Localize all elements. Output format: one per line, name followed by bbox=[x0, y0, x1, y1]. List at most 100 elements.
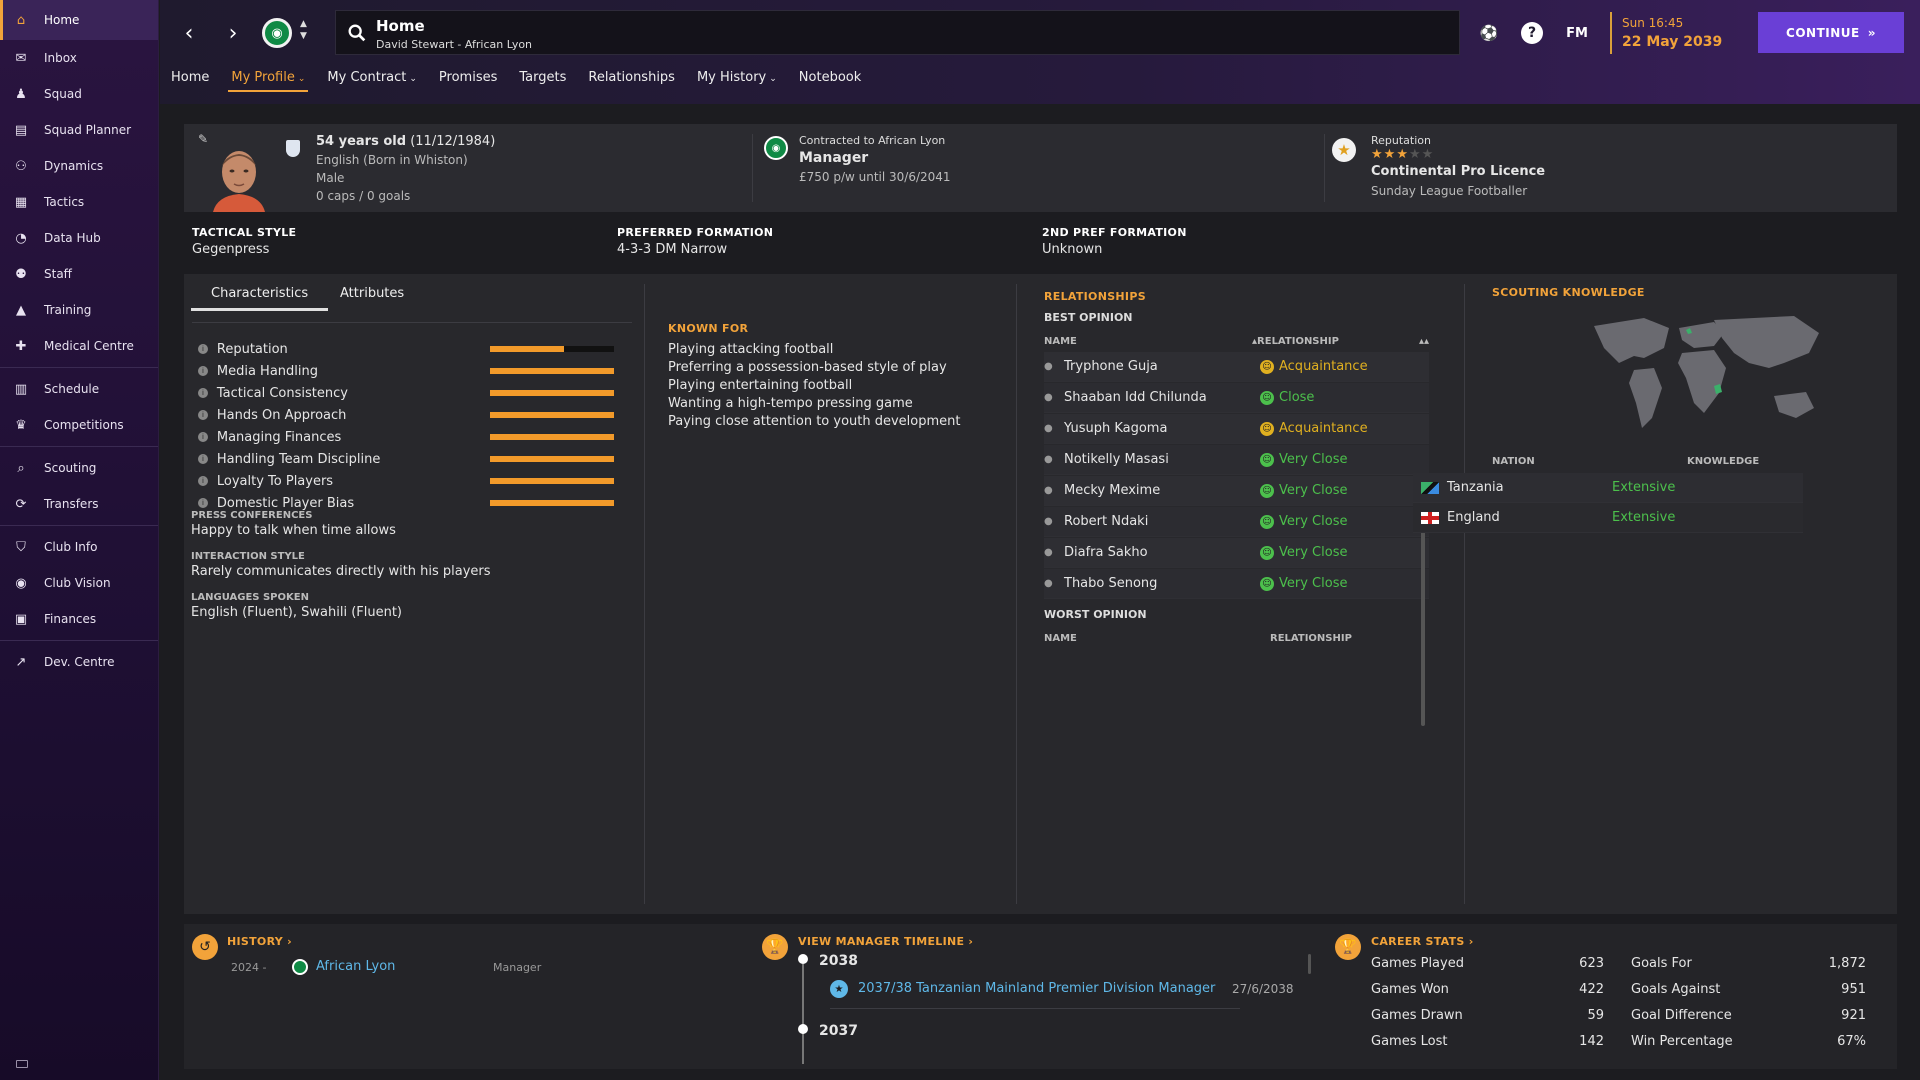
worst-name-column-header[interactable]: NAME bbox=[1044, 633, 1077, 644]
manager-timeline-link[interactable]: VIEW MANAGER TIMELINE › bbox=[798, 935, 974, 948]
relationship-row[interactable]: ● Robert Ndaki ☺ Very Close bbox=[1044, 507, 1429, 537]
relationships-scrollbar[interactable] bbox=[1421, 528, 1425, 726]
characteristic-row[interactable]: i Managing Finances bbox=[184, 426, 614, 448]
person-name[interactable]: Tryphone Guja bbox=[1064, 359, 1158, 374]
page-title: Home bbox=[376, 17, 425, 35]
characteristic-bar bbox=[489, 434, 614, 440]
sidebar-item-finances[interactable]: ▣ Finances bbox=[0, 601, 158, 637]
tab-home[interactable]: Home bbox=[171, 70, 210, 85]
relationship-row[interactable]: ● Diafra Sakho ☺ Very Close bbox=[1044, 538, 1429, 568]
transfers-icon: ⟳ bbox=[15, 496, 27, 512]
sidebar-item-transfers[interactable]: ⟳ Transfers bbox=[0, 486, 158, 522]
sidebar-item-scouting[interactable]: ⌕ Scouting bbox=[0, 450, 158, 486]
career-stat-label: Games Lost bbox=[1371, 1034, 1448, 1049]
person-name[interactable]: Yusuph Kagoma bbox=[1064, 421, 1168, 436]
characteristic-bar bbox=[489, 346, 614, 352]
nation-row[interactable]: Tanzania Extensive bbox=[1413, 473, 1803, 503]
sidebar-item-training[interactable]: ▲ Training bbox=[0, 292, 158, 328]
sidebar-item-inbox[interactable]: ✉ Inbox bbox=[0, 40, 158, 76]
relationship-row[interactable]: ● Mecky Mexime ☺ Very Close bbox=[1044, 476, 1429, 506]
tab-relationships[interactable]: Relationships bbox=[588, 70, 675, 85]
worst-relationship-column-header[interactable]: RELATIONSHIP bbox=[1270, 633, 1352, 644]
history-link[interactable]: HISTORY › bbox=[227, 935, 292, 948]
relationship-row[interactable]: ● Shaaban Idd Chilunda ☺ Close bbox=[1044, 383, 1429, 413]
person-name[interactable]: Notikelly Masasi bbox=[1064, 452, 1169, 467]
person-name[interactable]: Diafra Sakho bbox=[1064, 545, 1148, 560]
tab-my-contract[interactable]: My Contract ⌄ bbox=[327, 70, 417, 85]
search-box[interactable]: Home David Stewart - African Lyon bbox=[335, 10, 1460, 55]
history-club-link[interactable]: African Lyon bbox=[316, 959, 396, 974]
sidebar-item-dynamics[interactable]: ⚇ Dynamics bbox=[0, 148, 158, 184]
person-name[interactable]: Mecky Mexime bbox=[1064, 483, 1161, 498]
career-stat-label: Goals Against bbox=[1631, 982, 1721, 997]
characteristic-row[interactable]: i Media Handling bbox=[184, 360, 614, 382]
sidebar-item-staff[interactable]: ⚉ Staff bbox=[0, 256, 158, 292]
divider bbox=[752, 134, 753, 202]
known-for: KNOWN FOR Playing attacking football Pref… bbox=[668, 322, 961, 431]
nation-row[interactable]: England Extensive bbox=[1413, 503, 1803, 533]
sidebar-item-club-vision[interactable]: ◉ Club Vision bbox=[0, 565, 158, 601]
continue-button[interactable]: CONTINUE» bbox=[1758, 12, 1904, 53]
trophy-icon: 🏆 bbox=[1335, 934, 1361, 960]
tab-notebook[interactable]: Notebook bbox=[798, 70, 862, 85]
sidebar-divider bbox=[0, 640, 158, 641]
help-icon[interactable]: ? bbox=[1521, 22, 1543, 44]
relationship-row[interactable]: ● Thabo Senong ☺ Very Close bbox=[1044, 569, 1429, 599]
back-button[interactable]: ‹ bbox=[184, 20, 194, 46]
world-map[interactable] bbox=[1574, 308, 1834, 438]
career-stats-link[interactable]: CAREER STATS › bbox=[1371, 935, 1474, 948]
characteristic-row[interactable]: i Hands On Approach bbox=[184, 404, 614, 426]
sidebar-item-label: Scouting bbox=[44, 461, 97, 475]
sidebar-item-home[interactable]: ⌂ Home bbox=[0, 0, 158, 40]
sidebar-item-data-hub[interactable]: ◔ Data Hub bbox=[0, 220, 158, 256]
sidebar-item-club-info[interactable]: ⛉ Club Info bbox=[0, 529, 158, 565]
person-name[interactable]: Shaaban Idd Chilunda bbox=[1064, 390, 1207, 405]
sidebar-item-competitions[interactable]: ♛ Competitions bbox=[0, 407, 158, 443]
name-column-header[interactable]: NAME bbox=[1044, 336, 1077, 347]
football-icon[interactable]: ⚽ bbox=[1479, 24, 1499, 42]
characteristic-row[interactable]: i Domestic Player Bias bbox=[184, 492, 614, 514]
forward-button[interactable]: › bbox=[228, 20, 238, 46]
sidebar-item-tactics[interactable]: ▦ Tactics bbox=[0, 184, 158, 220]
characteristic-row[interactable]: i Tactical Consistency bbox=[184, 382, 614, 404]
club-badge-icon[interactable]: ◉ bbox=[262, 18, 292, 48]
history-role: Manager bbox=[493, 961, 542, 974]
screen-toggle-icon[interactable] bbox=[16, 1060, 28, 1068]
fm-menu-button[interactable]: FM bbox=[1566, 25, 1588, 41]
tab-my-profile[interactable]: My Profile ⌄ bbox=[220, 60, 316, 102]
languages-spoken: LANGUAGES SPOKEN English (Fluent), Swahi… bbox=[191, 592, 402, 620]
sidebar-item-squad-planner[interactable]: ▤ Squad Planner bbox=[0, 112, 158, 148]
relationship-level: Acquaintance bbox=[1279, 421, 1368, 436]
star-empty-icon: ★ bbox=[1408, 147, 1422, 162]
collapse-arrows-icon[interactable]: ▴▴ bbox=[1419, 336, 1430, 347]
person-name[interactable]: Thabo Senong bbox=[1064, 576, 1158, 591]
inbox-icon: ✉ bbox=[15, 50, 27, 66]
relationship-row[interactable]: ● Tryphone Guja ☺ Acquaintance bbox=[1044, 352, 1429, 382]
characteristic-row[interactable]: i Handling Team Discipline bbox=[184, 448, 614, 470]
club-switch-arrows[interactable]: ▲ ▼ bbox=[300, 19, 307, 41]
person-name[interactable]: Robert Ndaki bbox=[1064, 514, 1149, 529]
knowledge-column-header[interactable]: KNOWLEDGE bbox=[1687, 456, 1760, 467]
timeline-scrollbar[interactable] bbox=[1308, 954, 1311, 974]
tab-promises[interactable]: Promises bbox=[438, 70, 498, 85]
nation-column-header[interactable]: NATION bbox=[1492, 456, 1535, 467]
home-icon: ⌂ bbox=[16, 12, 26, 28]
tab-my-history[interactable]: My History ⌄ bbox=[696, 70, 777, 85]
staff-icon: ⚉ bbox=[15, 266, 27, 282]
edit-pencil-icon[interactable]: ✎ bbox=[198, 132, 209, 146]
characteristic-row[interactable]: i Loyalty To Players bbox=[184, 470, 614, 492]
info-icon: i bbox=[198, 388, 208, 398]
sidebar-item-dev-centre[interactable]: ↗ Dev. Centre bbox=[0, 644, 158, 680]
sidebar-item-medical-centre[interactable]: ✚ Medical Centre bbox=[0, 328, 158, 364]
relationship-column-header[interactable]: ▴RELATIONSHIP bbox=[1252, 336, 1339, 347]
tab-attributes[interactable]: Attributes bbox=[340, 286, 405, 301]
sidebar-item-schedule[interactable]: ▥ Schedule bbox=[0, 371, 158, 407]
award-link[interactable]: 2037/38 Tanzanian Mainland Premier Divis… bbox=[858, 981, 1218, 996]
relationship-row[interactable]: ● Yusuph Kagoma ☺ Acquaintance bbox=[1044, 414, 1429, 444]
tab-characteristics[interactable]: Characteristics bbox=[190, 286, 329, 311]
manager-caps: 0 caps / 0 goals bbox=[316, 189, 411, 203]
tab-targets[interactable]: Targets bbox=[519, 70, 567, 85]
relationship-row[interactable]: ● Notikelly Masasi ☺ Very Close bbox=[1044, 445, 1429, 475]
sidebar-item-squad[interactable]: ♟ Squad bbox=[0, 76, 158, 112]
characteristic-row[interactable]: i Reputation bbox=[184, 338, 614, 360]
